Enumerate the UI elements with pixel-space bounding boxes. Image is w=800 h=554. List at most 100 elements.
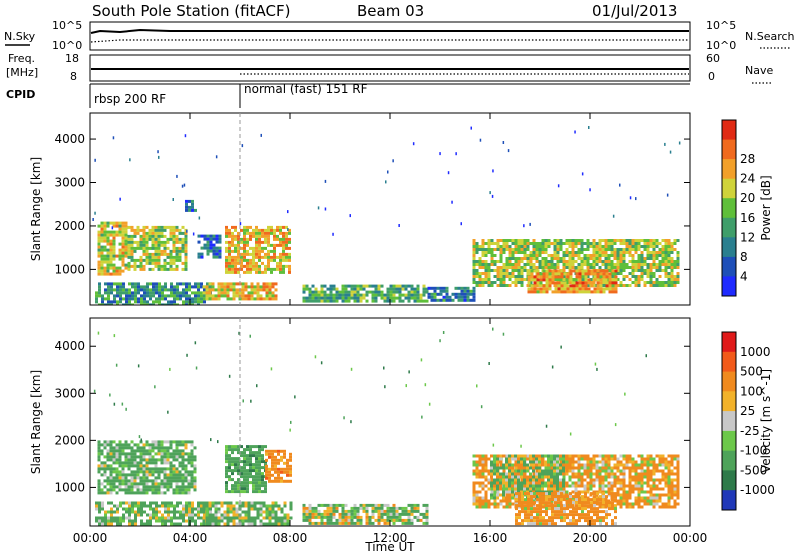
data-cell	[410, 287, 414, 291]
data-cell	[121, 224, 125, 228]
data-cell	[505, 248, 509, 251]
data-cell	[237, 234, 240, 238]
data-cell	[565, 239, 569, 242]
data-cell	[149, 282, 152, 286]
data-cell	[598, 239, 602, 242]
data-cell	[228, 448, 231, 452]
data-cell	[490, 254, 494, 257]
data-cell	[237, 460, 240, 464]
data-cell	[244, 516, 248, 520]
data-cell	[277, 507, 281, 511]
data-cell	[220, 516, 224, 520]
data-cell	[107, 294, 110, 298]
data-cell	[259, 501, 263, 505]
data-cell	[124, 488, 128, 492]
data-cell	[556, 263, 560, 266]
data-cell	[565, 251, 569, 254]
data-cell	[283, 513, 287, 517]
data-cell	[610, 466, 614, 470]
data-cell	[274, 516, 278, 520]
data-cell	[619, 260, 623, 263]
data-cell	[225, 487, 228, 491]
data-cell	[250, 501, 254, 505]
data-cell	[508, 469, 511, 473]
data-cell	[267, 249, 270, 253]
data-cell	[616, 272, 620, 275]
data-cell	[496, 269, 500, 272]
data-cell	[234, 237, 237, 241]
data-cell	[560, 275, 564, 279]
data-cell	[274, 288, 278, 292]
data-cell	[205, 507, 209, 511]
data-cell	[490, 463, 493, 467]
data-cell	[137, 288, 140, 292]
data-cell	[589, 245, 593, 248]
data-cell	[359, 503, 363, 507]
data-cell	[649, 281, 653, 284]
data-cell	[262, 282, 266, 286]
data-cell	[97, 467, 101, 471]
data-cell	[589, 254, 593, 257]
data-cell	[130, 243, 134, 247]
data-cell	[631, 475, 635, 479]
data-cell	[602, 287, 606, 291]
data-cell	[277, 461, 280, 465]
data-cell	[670, 478, 674, 482]
data-cell	[577, 266, 581, 269]
data-cell	[451, 298, 455, 302]
data-cell	[499, 269, 503, 272]
freq-label: Freq.	[8, 52, 35, 65]
data-cell	[124, 248, 128, 252]
data-cell	[508, 481, 511, 485]
data-cell	[601, 284, 605, 287]
data-cell	[106, 455, 110, 459]
data-cell	[276, 225, 279, 229]
data-cell	[608, 272, 612, 276]
data-cell	[143, 285, 146, 289]
data-cell	[359, 296, 363, 300]
data-cell	[225, 460, 228, 464]
data-cell	[234, 243, 237, 247]
data-cell	[246, 261, 249, 265]
data-cell	[356, 296, 360, 300]
data-cell	[499, 457, 502, 461]
data-cell	[386, 287, 390, 291]
data-cell	[646, 469, 650, 473]
data-cell	[565, 457, 569, 461]
data-cell	[595, 251, 599, 254]
data-cell	[182, 291, 185, 295]
data-cell	[169, 467, 173, 471]
data-cell	[258, 228, 261, 232]
scatter-point	[507, 149, 510, 153]
data-cell	[217, 522, 221, 526]
data-cell	[433, 298, 437, 302]
data-cell	[155, 288, 158, 292]
data-cell	[127, 252, 131, 256]
data-cell	[226, 513, 230, 517]
data-cell	[419, 512, 423, 516]
data-cell	[187, 452, 191, 456]
scatter-point	[629, 196, 632, 200]
data-cell	[118, 272, 122, 276]
data-cell	[607, 466, 611, 470]
data-cell	[205, 297, 209, 301]
data-cell	[261, 445, 264, 449]
data-cell	[526, 284, 530, 287]
data-cell	[589, 263, 593, 266]
data-cell	[559, 278, 563, 281]
data-cell	[398, 290, 402, 294]
data-cell	[187, 485, 191, 489]
data-cell	[173, 522, 176, 526]
data-cell	[130, 479, 134, 483]
data-cell	[208, 288, 212, 292]
data-cell	[371, 506, 375, 510]
data-cell	[228, 246, 231, 250]
data-cell	[610, 245, 614, 248]
data-cell	[157, 458, 161, 462]
data-cell	[160, 243, 164, 247]
data-cell	[490, 269, 494, 272]
data-cell	[590, 281, 594, 285]
data-cell	[502, 251, 506, 254]
data-cell	[152, 282, 155, 286]
data-cell	[493, 469, 497, 473]
